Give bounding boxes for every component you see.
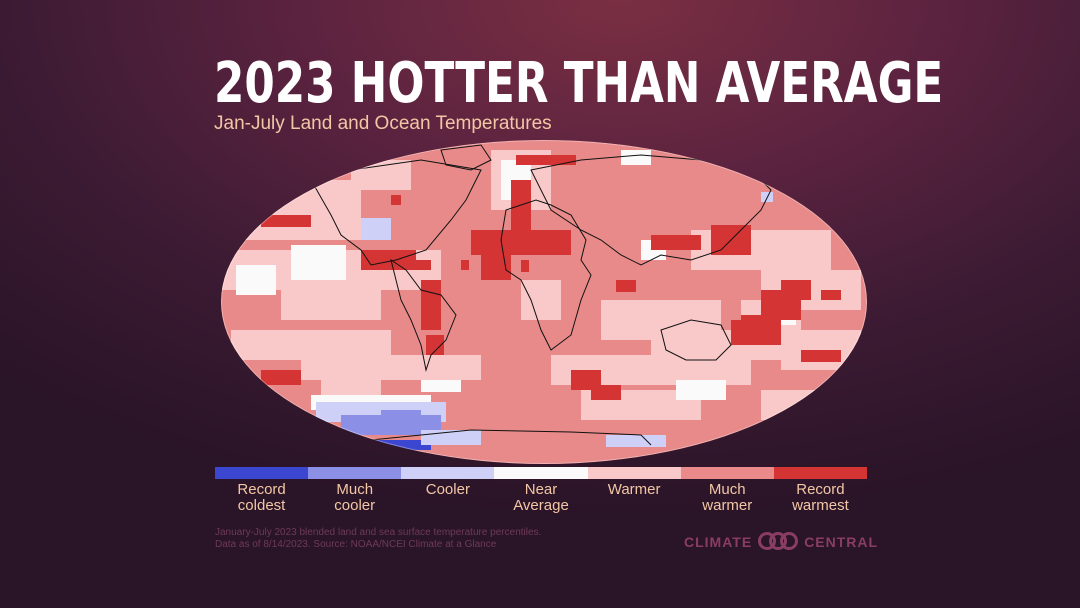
coastline-outlines (310, 144, 772, 446)
map-cell (371, 440, 431, 450)
legend-label-near-average: Near Average (513, 481, 569, 514)
map-cell (391, 260, 431, 270)
legend-swatch-record-warmest (773, 467, 867, 479)
map-cell (651, 235, 701, 250)
climate-central-logo: CLIMATE CENTRAL (684, 532, 878, 552)
chart-subtitle: Jan-July Land and Ocean Temperatures (214, 113, 552, 134)
map-cell (261, 370, 301, 385)
map-cell (236, 265, 276, 295)
chart-title: 2023 HOTTER THAN AVERAGE (214, 51, 944, 116)
legend-label-much-cooler: Much cooler (334, 481, 376, 514)
map-cell (381, 410, 421, 422)
source-note-line1: January-July 2023 blended land and sea s… (215, 527, 542, 538)
color-legend-bar (215, 467, 867, 479)
map-cell (351, 160, 411, 190)
map-cell (421, 380, 461, 392)
legend-swatch-cooler (401, 467, 495, 479)
map-cell (391, 195, 401, 205)
source-note: January-July 2023 blended land and sea s… (215, 527, 541, 551)
map-cell (521, 260, 529, 272)
map-cell (821, 290, 841, 300)
map-cell (676, 380, 726, 400)
map-cell (516, 155, 576, 165)
legend-swatch-much-warmer (680, 467, 774, 479)
map-cell (426, 335, 444, 355)
legend-swatch-much-cooler (308, 467, 402, 479)
map-cell (481, 240, 511, 280)
map-cell (281, 290, 381, 320)
world-temperature-map (221, 140, 867, 464)
map-cell (261, 215, 311, 227)
legend-swatch-near-average (494, 467, 588, 479)
source-note-line2: Data as of 8/14/2023. Source: NOAA/NCEI … (215, 539, 497, 550)
legend-labels: Record coldest Much cooler Cooler Near Aver… (215, 482, 867, 514)
map-cell (761, 290, 801, 320)
map-cell (761, 390, 831, 420)
map-cell (361, 218, 391, 240)
map-cell (511, 180, 531, 240)
map-cell (421, 280, 441, 330)
map-cell (301, 355, 481, 380)
map-cell (591, 385, 621, 400)
map-cell (616, 280, 636, 292)
legend-label-warmer: Warmer (607, 481, 661, 498)
legend-swatch-record-coldest (215, 467, 309, 479)
map-cell (801, 350, 841, 362)
map-cell (606, 435, 666, 447)
map-cell (461, 260, 469, 270)
legend-label-cooler: Cooler (425, 481, 470, 498)
legend-label-record-warmest: Record warmest (792, 481, 849, 514)
legend-swatch-warmer (587, 467, 681, 479)
map-cell (731, 320, 781, 345)
map-cell (521, 280, 561, 320)
logo-text-left: CLIMATE (684, 534, 753, 550)
map-cell (621, 150, 651, 165)
logo-rings-icon (758, 532, 799, 552)
logo-text-right: CENTRAL (804, 534, 879, 550)
legend-label-record-coldest: Record coldest (237, 481, 286, 514)
map-cell (241, 180, 361, 240)
map-cell (291, 245, 346, 280)
map-grid (221, 140, 867, 464)
legend-label-much-warmer: Much warmer (702, 481, 753, 514)
